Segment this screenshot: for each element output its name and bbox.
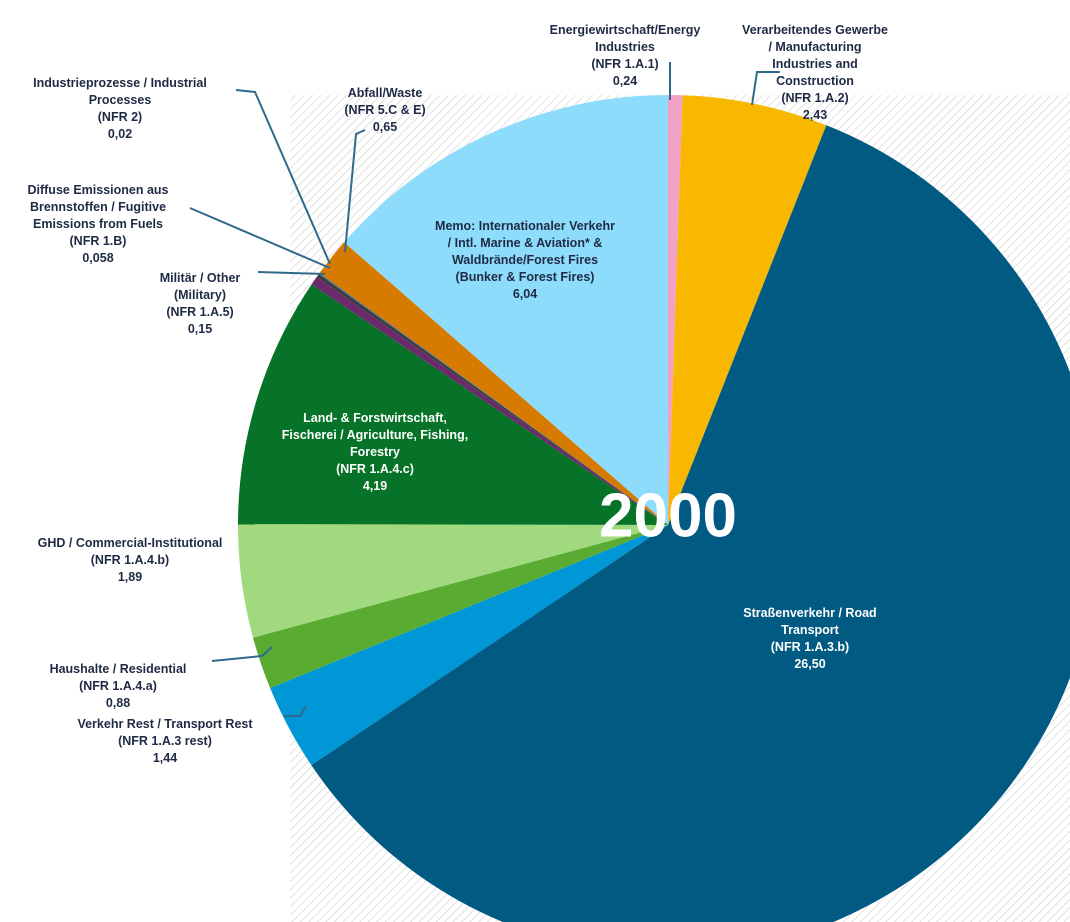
category-label: Energiewirtschaft/Energy Industries (NFR 1… [550, 23, 701, 71]
chart-title: 2000 [599, 481, 737, 550]
category-label: Militär / Other (Military) (NFR 1.A.5) [160, 271, 241, 319]
value-label: 0,24 [613, 74, 637, 88]
category-label: GHD / Commercial-Institutional (NFR 1.A.4… [38, 536, 223, 567]
value-label: 6,04 [513, 287, 537, 301]
pie-slice [253, 525, 668, 689]
category-label: Memo: Internationaler Verkehr / Intl. Mar… [435, 219, 615, 284]
value-label: 1,89 [118, 570, 142, 584]
value-label: 0,02 [108, 127, 132, 141]
leader-line [235, 89, 331, 265]
value-label: 4,19 [363, 479, 387, 493]
pie-slice [318, 273, 668, 525]
labels: Energiewirtschaft/Energy Industries (NFR 1… [27, 23, 888, 765]
leader-line [257, 271, 326, 275]
leader-line [189, 207, 331, 269]
pie [238, 95, 1070, 922]
value-label: 0,65 [373, 120, 397, 134]
pie-slice [238, 284, 668, 525]
pie-slice [270, 525, 668, 766]
category-label: Land- & Forstwirtschaft, Fischerei / Agri… [282, 411, 468, 476]
pie-slice [238, 524, 668, 638]
pie-slice [344, 95, 668, 525]
pie-slice [316, 274, 668, 525]
pie-slice [668, 95, 683, 525]
category-label: Abfall/Waste (NFR 5.C & E) [344, 86, 425, 117]
leader-line [284, 705, 307, 717]
leader-line [751, 71, 780, 106]
category-label: Verkehr Rest / Transport Rest (NFR 1.A.3 … [77, 717, 253, 748]
value-label: 0,058 [82, 251, 113, 265]
value-label: 1,44 [153, 751, 177, 765]
leader-line [211, 646, 273, 662]
value-label: 2,43 [803, 108, 827, 122]
category-label: Straßenverkehr / Road Transport (NFR 1.A.3… [743, 606, 876, 654]
pie-slice [311, 276, 668, 525]
value-label: 0,88 [106, 696, 130, 710]
pie-slice [668, 95, 827, 525]
category-label: Haushalte / Residential (NFR 1.A.4.a) [50, 662, 187, 693]
value-label: 26,50 [794, 657, 825, 671]
category-label: Diffuse Emissionen aus Brennstoffen / Fug… [27, 183, 168, 248]
category-label: Verarbeitendes Gewerbe / Manufacturing Ind… [742, 23, 888, 105]
category-label: Industrieprozesse / Industrial Processes(… [33, 76, 207, 124]
leader-line [344, 129, 366, 253]
pie-slice [311, 125, 1070, 922]
value-label: 0,15 [188, 322, 212, 336]
pie-slice [319, 242, 668, 525]
